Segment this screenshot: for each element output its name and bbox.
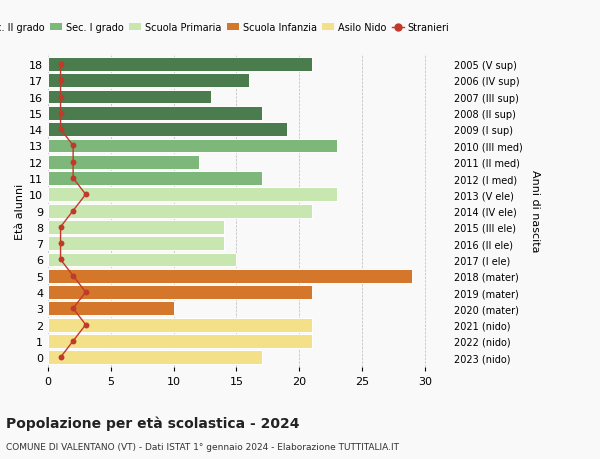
Point xyxy=(81,289,91,296)
Bar xyxy=(48,188,337,202)
Point xyxy=(68,159,78,166)
Point xyxy=(68,305,78,312)
Legend: Sec. II grado, Sec. I grado, Scuola Primaria, Scuola Infanzia, Asilo Nido, Stran: Sec. II grado, Sec. I grado, Scuola Prim… xyxy=(0,19,454,37)
Point xyxy=(56,61,65,68)
Point xyxy=(56,94,65,101)
Point xyxy=(56,256,65,263)
Point xyxy=(56,126,65,134)
Bar xyxy=(48,106,262,121)
Bar xyxy=(48,351,262,364)
Bar xyxy=(48,204,312,218)
Point xyxy=(68,207,78,215)
Bar xyxy=(48,58,312,72)
Point xyxy=(56,224,65,231)
Point xyxy=(56,78,65,85)
Bar xyxy=(48,285,312,299)
Text: COMUNE DI VALENTANO (VT) - Dati ISTAT 1° gennaio 2024 - Elaborazione TUTTITALIA.: COMUNE DI VALENTANO (VT) - Dati ISTAT 1°… xyxy=(6,442,399,451)
Text: Popolazione per età scolastica - 2024: Popolazione per età scolastica - 2024 xyxy=(6,415,299,430)
Bar xyxy=(48,123,287,137)
Bar xyxy=(48,90,211,104)
Point xyxy=(68,142,78,150)
Bar xyxy=(48,237,224,251)
Bar xyxy=(48,253,236,267)
Bar xyxy=(48,318,312,332)
Bar xyxy=(48,220,224,234)
Bar xyxy=(48,74,249,88)
Bar xyxy=(48,139,337,153)
Point xyxy=(68,273,78,280)
Point xyxy=(68,175,78,182)
Y-axis label: Età alunni: Età alunni xyxy=(15,183,25,239)
Point xyxy=(56,354,65,361)
Point xyxy=(56,240,65,247)
Bar xyxy=(48,302,173,316)
Bar xyxy=(48,334,312,348)
Point xyxy=(81,321,91,329)
Y-axis label: Anni di nascita: Anni di nascita xyxy=(530,170,540,252)
Point xyxy=(56,110,65,117)
Point xyxy=(81,191,91,199)
Bar xyxy=(48,172,262,185)
Bar xyxy=(48,156,199,169)
Bar xyxy=(48,269,412,283)
Point xyxy=(68,337,78,345)
